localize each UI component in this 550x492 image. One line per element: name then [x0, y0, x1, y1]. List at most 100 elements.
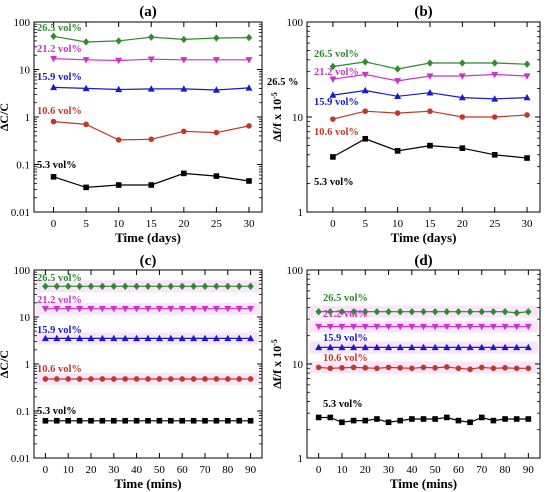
data-point	[478, 323, 486, 331]
data-point	[459, 145, 466, 151]
panel-title: (b)	[414, 4, 432, 20]
data-point	[443, 323, 451, 331]
data-point	[329, 91, 337, 98]
panel-title: (a)	[139, 4, 157, 20]
data-point	[362, 58, 369, 66]
series-label: 5.3 vol%	[323, 399, 363, 410]
data-point	[385, 308, 392, 316]
x-tick-label: 70	[200, 464, 212, 476]
data-point	[76, 334, 84, 342]
series-label: 10.6 vol%	[37, 106, 82, 117]
data-point	[41, 306, 49, 313]
data-point	[478, 364, 485, 371]
series-label: 21.2 vol%	[37, 295, 82, 306]
data-point	[87, 282, 95, 290]
data-point	[245, 33, 253, 42]
x-tick-label: 20	[360, 464, 372, 476]
data-point	[466, 323, 474, 331]
data-point	[350, 323, 358, 331]
data-point	[426, 73, 434, 80]
data-point	[41, 334, 49, 342]
data-point	[491, 95, 499, 102]
data-point	[458, 93, 466, 101]
data-point	[167, 282, 174, 290]
data-point	[156, 417, 163, 424]
x-tick-label: 0	[316, 464, 322, 476]
data-point	[115, 37, 122, 45]
data-point	[179, 417, 185, 424]
data-point	[180, 85, 188, 92]
series-label: 26.5 vol%	[314, 49, 359, 60]
data-point	[513, 365, 520, 372]
data-point	[65, 376, 71, 382]
x-tick-label: 30	[522, 218, 534, 230]
data-point	[362, 308, 369, 316]
data-point	[513, 416, 520, 422]
data-point	[444, 364, 450, 370]
data-point	[115, 182, 122, 188]
data-point	[110, 334, 118, 342]
data-point	[133, 334, 141, 342]
data-point	[180, 35, 188, 44]
data-point	[190, 282, 197, 290]
data-point	[420, 323, 427, 331]
data-point	[212, 86, 220, 93]
data-point	[53, 282, 60, 290]
data-point	[339, 365, 345, 371]
data-point	[330, 154, 336, 160]
y-tick-label: 0.1	[16, 406, 30, 418]
data-point	[133, 417, 140, 424]
data-point	[76, 282, 83, 290]
x-tick-label: 25	[489, 218, 501, 230]
y-tick-label: 10	[19, 65, 31, 77]
data-point	[397, 417, 403, 424]
y-axis-label: Δf/f x 10-5	[270, 339, 285, 389]
data-point	[454, 323, 462, 331]
data-point	[373, 323, 381, 331]
data-point	[466, 308, 474, 316]
data-point	[458, 73, 466, 80]
data-point	[426, 59, 434, 67]
data-point	[361, 71, 369, 79]
data-point	[147, 56, 155, 63]
data-point	[361, 86, 369, 94]
data-point	[133, 306, 141, 313]
data-point	[523, 60, 531, 68]
data-point	[147, 85, 155, 92]
data-point	[54, 376, 60, 382]
data-point	[459, 114, 466, 120]
data-point	[444, 414, 450, 421]
data-point	[42, 376, 49, 382]
data-point	[179, 282, 186, 290]
data-point	[145, 376, 151, 382]
data-point	[224, 306, 232, 313]
y-tick-label: 0.01	[11, 453, 30, 465]
data-point	[50, 83, 58, 91]
y-tick-label: 100	[287, 265, 304, 277]
data-point	[326, 343, 334, 351]
x-tick-label: 0	[51, 218, 57, 230]
data-point	[179, 376, 185, 382]
data-point	[478, 414, 485, 421]
data-point	[502, 416, 508, 422]
data-point	[50, 174, 57, 180]
data-point	[180, 57, 188, 64]
data-point	[443, 308, 450, 316]
data-point	[374, 416, 380, 422]
series-label: 21.2 vol%	[323, 309, 368, 320]
data-point	[350, 308, 357, 316]
data-point	[247, 282, 254, 290]
data-point	[88, 417, 94, 424]
x-tick-label: 25	[211, 218, 223, 230]
data-point	[42, 417, 49, 424]
data-point	[432, 416, 438, 422]
data-point	[420, 308, 427, 316]
data-point	[362, 417, 369, 424]
data-point	[327, 365, 334, 372]
x-tick-label: 0	[330, 218, 336, 230]
data-point	[524, 112, 530, 118]
data-point	[455, 308, 462, 316]
data-point	[338, 323, 346, 331]
x-tick-label: 30	[108, 464, 120, 476]
data-point	[115, 57, 123, 65]
